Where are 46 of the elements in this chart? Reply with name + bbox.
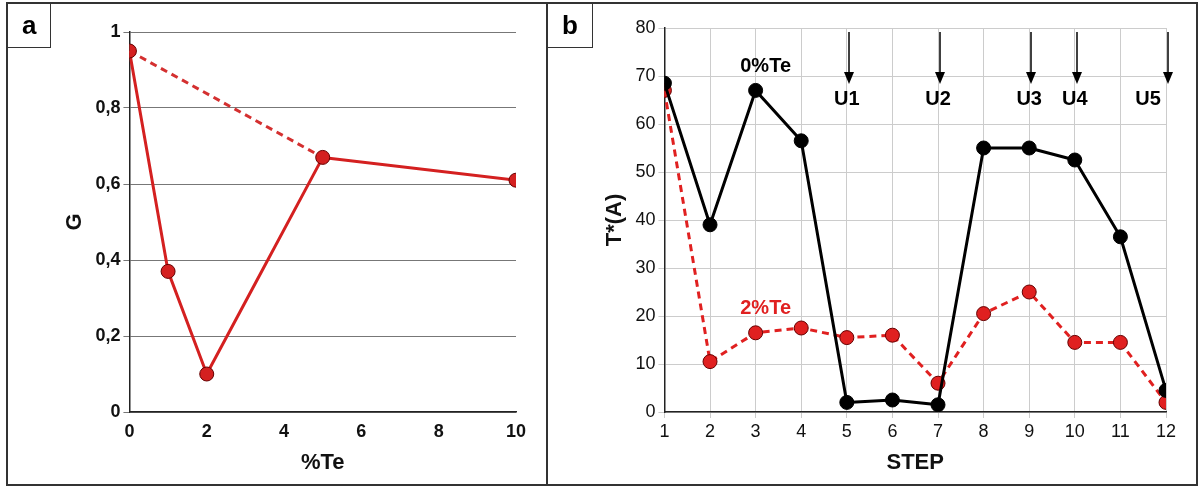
- x-tick-label: 6: [887, 420, 898, 441]
- y-tick-label: 0: [645, 400, 656, 421]
- y-axis-title: G: [61, 213, 87, 231]
- y-tick-label: 10: [635, 352, 656, 373]
- x-tick-label: 8: [978, 420, 989, 441]
- y-tick-label: 60: [635, 112, 656, 133]
- x-tick-label: 5: [841, 420, 852, 441]
- ref-line-label: U3: [1016, 87, 1042, 110]
- series-label: 0%Te: [740, 53, 791, 76]
- x-tick-label: 2: [705, 420, 716, 441]
- x-tick-label: 3: [750, 420, 761, 441]
- ref-line-label: U1: [834, 87, 860, 110]
- x-tick-label: 1: [659, 420, 670, 441]
- y-tick-label: 0,8: [95, 96, 121, 117]
- y-axis-title: T*(A): [601, 193, 627, 247]
- y-tick-label: 30: [635, 256, 656, 277]
- x-tick-label: 4: [796, 420, 807, 441]
- y-tick-label: 40: [635, 208, 656, 229]
- x-tick-label: 7: [933, 420, 944, 441]
- x-tick-label: 11: [1111, 420, 1130, 441]
- y-tick-label: 0,4: [95, 248, 121, 269]
- series-label: 2%Te: [740, 296, 791, 319]
- y-tick-label: 1: [110, 20, 121, 41]
- chart-title: a: [8, 4, 52, 48]
- ref-line-label: U2: [925, 87, 951, 110]
- y-tick-label: 0,2: [95, 324, 121, 345]
- x-tick-label: 0: [124, 420, 135, 441]
- y-tick-label: 70: [635, 64, 656, 85]
- y-tick-label: 20: [635, 304, 656, 325]
- x-tick-label: 6: [356, 420, 367, 441]
- x-tick-label: 10: [505, 420, 527, 441]
- x-tick-label: 4: [279, 420, 290, 441]
- x-tick-label: 10: [1064, 420, 1085, 441]
- y-tick-label: 0,6: [95, 172, 121, 193]
- x-tick-label: 8: [433, 420, 444, 441]
- y-tick-label: 0: [110, 400, 121, 421]
- x-tick-label: 9: [1024, 420, 1035, 441]
- legend-label: U5: [1135, 87, 1161, 110]
- chart-title: b: [548, 4, 593, 48]
- y-tick-label: 50: [635, 160, 656, 181]
- x-tick-label: 12: [1155, 420, 1177, 441]
- x-tick-label: 2: [201, 420, 212, 441]
- x-axis-title: STEP: [886, 448, 944, 474]
- ref-line-label: U4: [1062, 87, 1089, 110]
- x-axis-title: %Te: [300, 448, 345, 474]
- y-tick-label: 80: [635, 16, 656, 37]
